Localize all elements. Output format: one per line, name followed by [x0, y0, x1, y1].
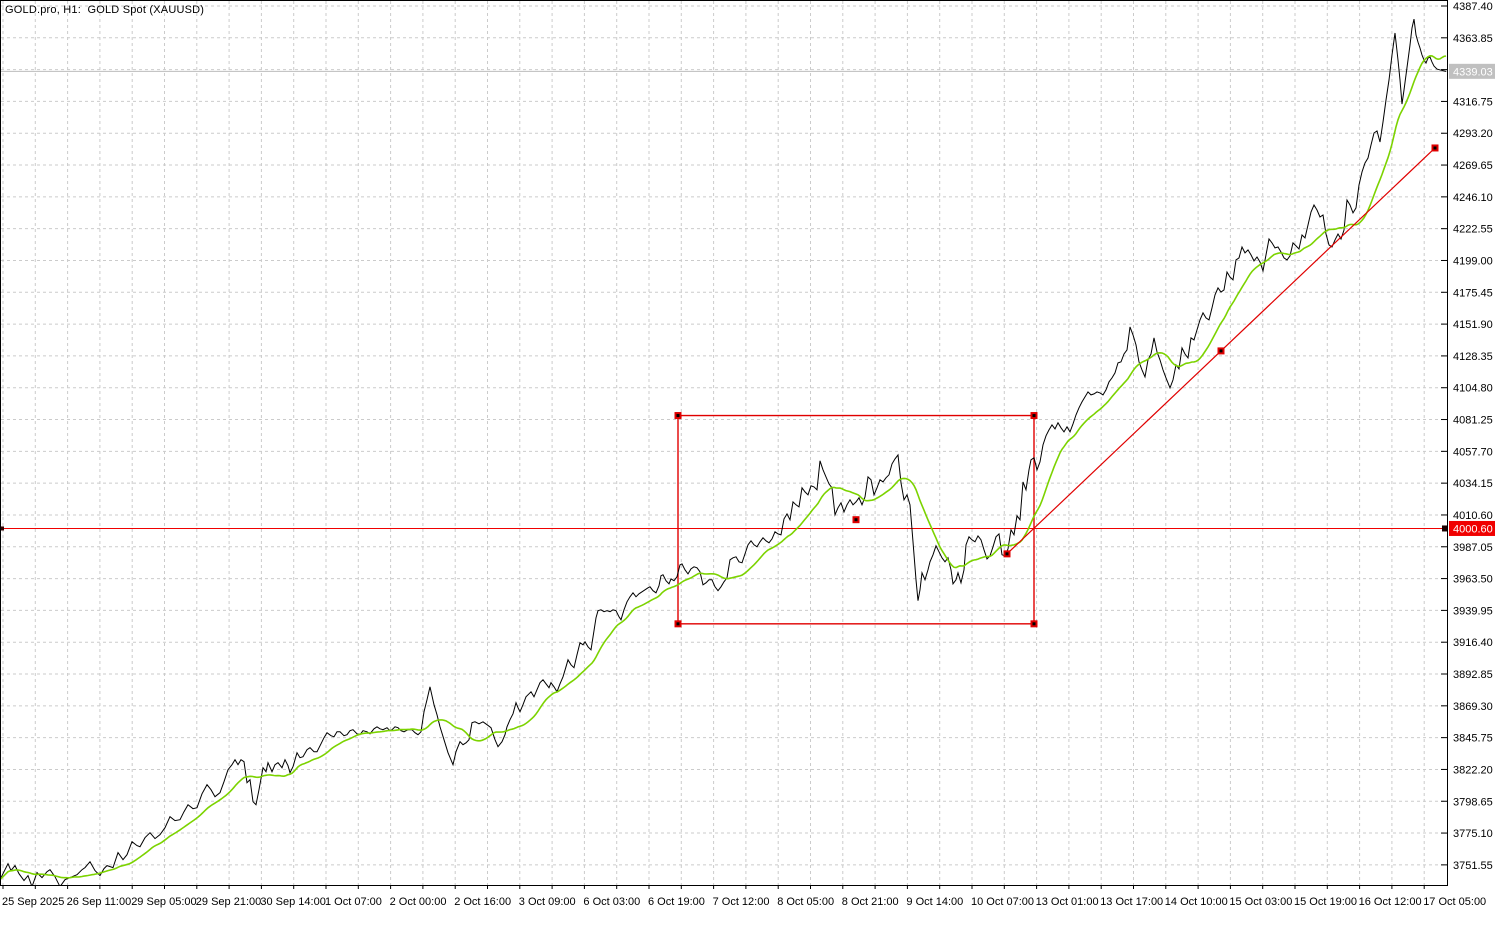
price-line-series: [0, 18, 1447, 889]
hline-price-badge-text: 4000.60: [1453, 523, 1493, 535]
rectangle-handle-bottom-left-core: [676, 622, 680, 626]
time-tick-label: 6 Oct 03:00: [583, 896, 640, 908]
price-tick-label: 4104.80: [1453, 383, 1493, 395]
time-tick-label: 1 Oct 07:00: [325, 896, 382, 908]
price-tick-label: 4293.20: [1453, 128, 1493, 140]
time-tick-label: 13 Oct 01:00: [1036, 896, 1099, 908]
price-tick-label: 4175.45: [1453, 287, 1493, 299]
price-tick-label: 3939.95: [1453, 605, 1493, 617]
price-tick-label: 3845.75: [1453, 733, 1493, 745]
trendline-handle-start-core: [1005, 552, 1009, 556]
time-tick-label: 7 Oct 12:00: [713, 896, 770, 908]
plot-border: [0, 0, 1448, 886]
time-tick-label: 8 Oct 21:00: [842, 896, 899, 908]
price-tick-label: 4128.35: [1453, 351, 1493, 363]
rectangle-handle-bottom-right-core: [1032, 622, 1036, 626]
hline-price-badge: [1449, 520, 1495, 536]
time-tick-label: 6 Oct 19:00: [648, 896, 705, 908]
bid-price-badge-text: 4339.03: [1453, 66, 1493, 78]
price-tick-label: 4316.75: [1453, 96, 1493, 108]
price-tick-label: 4010.60: [1453, 510, 1493, 522]
trendline-handle-end-core: [1433, 146, 1437, 150]
price-tick-label: 3987.05: [1453, 542, 1493, 554]
price-tick-label: 4246.10: [1453, 192, 1493, 204]
price-tick-label: 3775.10: [1453, 828, 1493, 840]
rectangle-handle-center-core: [854, 518, 858, 522]
hline-right-anchor[interactable]: [1442, 525, 1448, 532]
rectangle-handle-top-left-core: [676, 414, 680, 418]
price-tick-label: 4269.65: [1453, 160, 1493, 172]
price-tick-label: 3892.85: [1453, 669, 1493, 681]
time-tick-label: 29 Sep 21:00: [196, 896, 261, 908]
time-tick-label: 9 Oct 14:00: [906, 896, 963, 908]
time-tick-label: 26 Sep 11:00: [67, 896, 132, 908]
price-tick-label: 4151.90: [1453, 319, 1493, 331]
rectangle-handle-top-right-core: [1032, 414, 1036, 418]
time-tick-label: 15 Oct 19:00: [1294, 896, 1357, 908]
time-tick-label: 10 Oct 07:00: [971, 896, 1034, 908]
time-tick-label: 29 Sep 05:00: [131, 896, 196, 908]
price-tick-label: 3822.20: [1453, 764, 1493, 776]
time-tick-label: 16 Oct 12:00: [1359, 896, 1422, 908]
price-tick-label: 4081.25: [1453, 415, 1493, 427]
price-tick-label: 3916.40: [1453, 637, 1493, 649]
price-tick-label: 4363.85: [1453, 33, 1493, 45]
price-tick-label: 4222.55: [1453, 224, 1493, 236]
price-tick-label: 4034.15: [1453, 478, 1493, 490]
bid-price-badge: [1449, 63, 1495, 79]
rectangle-object[interactable]: [677, 414, 1035, 625]
price-tick-label: 4387.40: [1453, 1, 1493, 13]
time-tick-label: 14 Oct 10:00: [1165, 896, 1228, 908]
price-tick-label: 4199.00: [1453, 255, 1493, 267]
time-tick-label: 2 Oct 00:00: [390, 896, 447, 908]
price-tick-label: 3963.50: [1453, 574, 1493, 586]
price-tick-label: 3751.55: [1453, 860, 1493, 872]
chart-title: GOLD.pro, H1: GOLD Spot (XAUUSD): [5, 4, 205, 16]
time-tick-label: 2 Oct 16:00: [454, 896, 511, 908]
ma-line-series: [0, 54, 1447, 881]
time-axis-area: [0, 886, 1499, 923]
time-tick-label: 3 Oct 09:00: [519, 896, 576, 908]
price-tick-label: 4057.70: [1453, 446, 1493, 458]
time-tick-label: 15 Oct 03:00: [1229, 896, 1292, 908]
time-tick-label: 30 Sep 14:00: [260, 896, 325, 908]
time-tick-label: 13 Oct 17:00: [1100, 896, 1163, 908]
price-tick-label: 3798.65: [1453, 796, 1493, 808]
time-tick-label: 8 Oct 05:00: [777, 896, 834, 908]
price-axis-area: [1448, 0, 1499, 923]
hline-left-anchor[interactable]: [0, 526, 4, 531]
time-tick-label: 17 Oct 05:00: [1423, 896, 1486, 908]
trendline-handle-middle-core: [1219, 349, 1223, 353]
price-tick-label: 3869.30: [1453, 701, 1493, 713]
time-tick-label: 25 Sep 2025: [2, 896, 64, 908]
